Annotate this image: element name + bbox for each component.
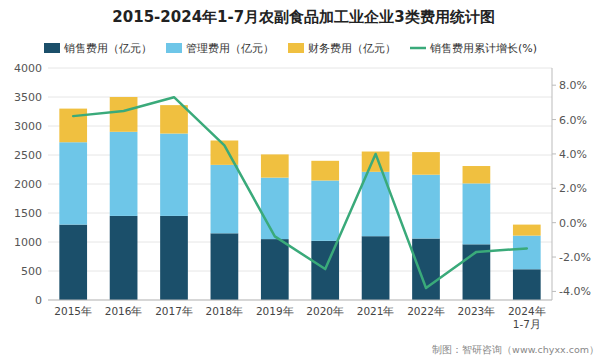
y2-tick	[552, 257, 556, 258]
x-tick-label: 2020年	[306, 305, 344, 317]
x-tick-label: 2021年	[357, 305, 395, 317]
legend-swatch	[44, 43, 60, 53]
y-tick-label: 1500	[14, 207, 42, 220]
x-tick-label: 2024年1-7月	[508, 305, 546, 330]
bar	[311, 181, 339, 241]
y2-tick-label: -4.0%	[559, 285, 591, 298]
line	[73, 97, 527, 288]
y-tick-label: 2000	[14, 178, 42, 191]
bar	[110, 132, 138, 216]
x-tick-label-line: 2017年	[155, 305, 193, 317]
y2-tick-label: 2.0%	[559, 182, 587, 195]
x-tick-label-line: 2023年	[458, 305, 496, 317]
y-tick-label: 4000	[14, 62, 42, 75]
bar	[261, 178, 289, 239]
x-tick-label-line: 2015年	[54, 305, 92, 317]
legend-swatch	[166, 43, 182, 53]
bar	[160, 134, 188, 216]
legend-label: 销售费用（亿元）	[63, 42, 152, 55]
legend-label: 财务费用（亿元）	[308, 42, 396, 55]
x-tick-label: 2015年	[54, 305, 92, 317]
x-tick-label: 2023年	[458, 305, 496, 317]
bar	[412, 175, 440, 239]
y2-axis-line	[552, 68, 553, 300]
bar	[362, 236, 390, 300]
y2-tick-label: 4.0%	[559, 148, 587, 161]
plot-area	[59, 97, 540, 300]
y2-tick-label: 0.0%	[559, 217, 587, 230]
y2-tick	[552, 153, 556, 154]
y2-tick	[552, 119, 556, 120]
bar	[211, 233, 239, 300]
bar	[412, 239, 440, 300]
y2-tick-label: 8.0%	[559, 79, 587, 92]
bar	[463, 166, 491, 183]
bar	[513, 269, 541, 300]
x-tick-label-line: 2018年	[206, 305, 244, 317]
page: {"chart_data": { "type": "bar", "title":…	[0, 0, 607, 359]
legend-swatch	[288, 43, 304, 53]
y-tick-label: 0	[35, 294, 42, 307]
title: 2015-2024年1-7月农副食品加工业企业3类费用统计图	[112, 8, 494, 26]
legend-label: 销售费用累计增长(%)	[429, 42, 537, 55]
x-tick-label-line: 1-7月	[513, 318, 541, 330]
bar	[160, 216, 188, 300]
bar	[59, 225, 87, 300]
y-tick-label: 1000	[14, 236, 42, 249]
y-tick-label: 3000	[14, 120, 42, 133]
annotation: 制图：智研咨询（www.chyxx.com）	[432, 344, 599, 355]
x-tick-label-line: 2022年	[407, 305, 445, 317]
grid-line	[48, 68, 552, 69]
x-tick-label-line: 2021年	[357, 305, 395, 317]
bar	[311, 161, 339, 181]
x-tick-label: 2016年	[105, 305, 143, 317]
bar-series	[59, 97, 540, 236]
x-tick-label: 2019年	[256, 305, 294, 317]
grid-line	[48, 300, 552, 301]
x-tick-label: 2022年	[407, 305, 445, 317]
x-tick-label: 2017年	[155, 305, 193, 317]
legend: 销售费用（亿元） 管理费用（亿元） 财务费用（亿元） 销售费用累计增长(%)	[44, 42, 537, 55]
bar	[463, 183, 491, 244]
grid	[48, 68, 552, 300]
x-tick-label-line: 2020年	[306, 305, 344, 317]
y-tick-label: 3500	[14, 91, 42, 104]
bar	[59, 109, 87, 143]
y2-tick-label: 6.0%	[559, 114, 587, 127]
x-tick-label-line: 2019年	[256, 305, 294, 317]
chart: 2015-2024年1-7月农副食品加工业企业3类费用统计图 0 500 1000 15…	[0, 0, 607, 359]
x-tick-label: 2018年	[206, 305, 244, 317]
y2-tick-label: -2.0%	[559, 251, 591, 264]
y2-tick	[552, 188, 556, 189]
bar	[513, 225, 541, 236]
bar	[160, 105, 188, 133]
bar	[412, 152, 440, 175]
y2-tick	[552, 291, 556, 292]
bar	[59, 142, 87, 224]
legend-swatch	[410, 47, 426, 50]
y2-tick	[552, 85, 556, 86]
bar	[211, 165, 239, 233]
bar-series	[59, 132, 540, 269]
bar	[513, 236, 541, 270]
x-axis-line	[48, 300, 552, 301]
x-tick-label-line: 2016年	[105, 305, 143, 317]
bar	[261, 154, 289, 177]
bar	[261, 239, 289, 300]
bar	[110, 216, 138, 300]
legend-label: 管理费用（亿元）	[186, 42, 274, 55]
y-tick-label: 500	[21, 265, 42, 278]
y2-tick	[552, 222, 556, 223]
x-tick-label-line: 2024年	[508, 305, 546, 317]
bar	[110, 97, 138, 132]
y-tick-label: 2500	[14, 149, 42, 162]
